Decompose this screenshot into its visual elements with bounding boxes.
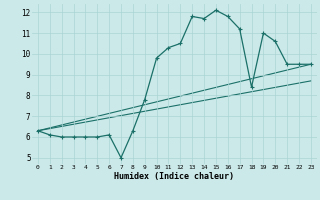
X-axis label: Humidex (Indice chaleur): Humidex (Indice chaleur) <box>115 172 234 181</box>
